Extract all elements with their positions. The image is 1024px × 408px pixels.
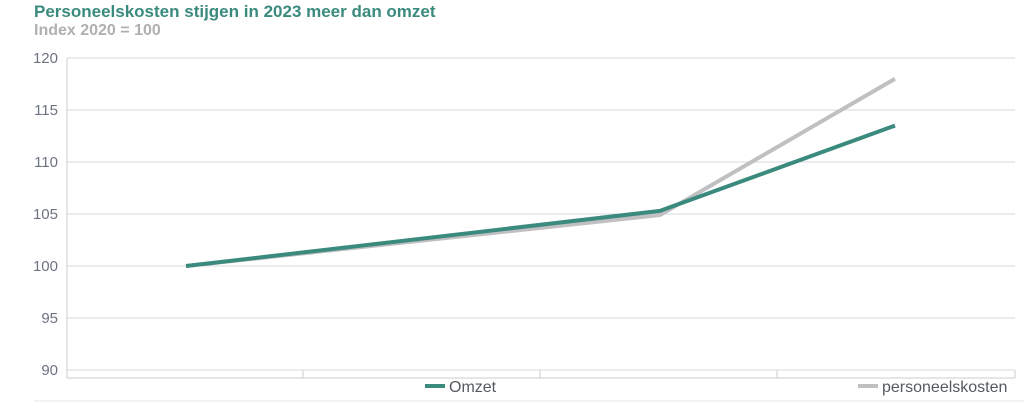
gridlines xyxy=(67,57,1015,371)
y-tick-label: 100 xyxy=(33,258,58,275)
y-tick-label: 120 xyxy=(33,50,58,67)
chart-subtitle: Index 2020 = 100 xyxy=(34,22,161,39)
y-tick-label: 110 xyxy=(34,154,58,171)
series-lines xyxy=(185,77,897,268)
legend: Omzet personeelskosten xyxy=(425,379,1007,396)
y-tick-label: 115 xyxy=(34,102,58,119)
series-line-omzet xyxy=(185,123,896,268)
y-tick-label: 105 xyxy=(33,206,58,223)
legend-label: Omzet xyxy=(449,379,497,396)
chart-title: Personeelskosten stijgen in 2023 meer da… xyxy=(34,2,436,21)
series-line-personeelskosten xyxy=(185,77,897,268)
y-tick-label: 90 xyxy=(41,362,58,379)
axes: 90 95 100 105 110 115 120 xyxy=(33,50,1024,402)
legend-label: personeelskosten xyxy=(882,379,1007,396)
y-tick-label: 95 xyxy=(41,310,58,327)
